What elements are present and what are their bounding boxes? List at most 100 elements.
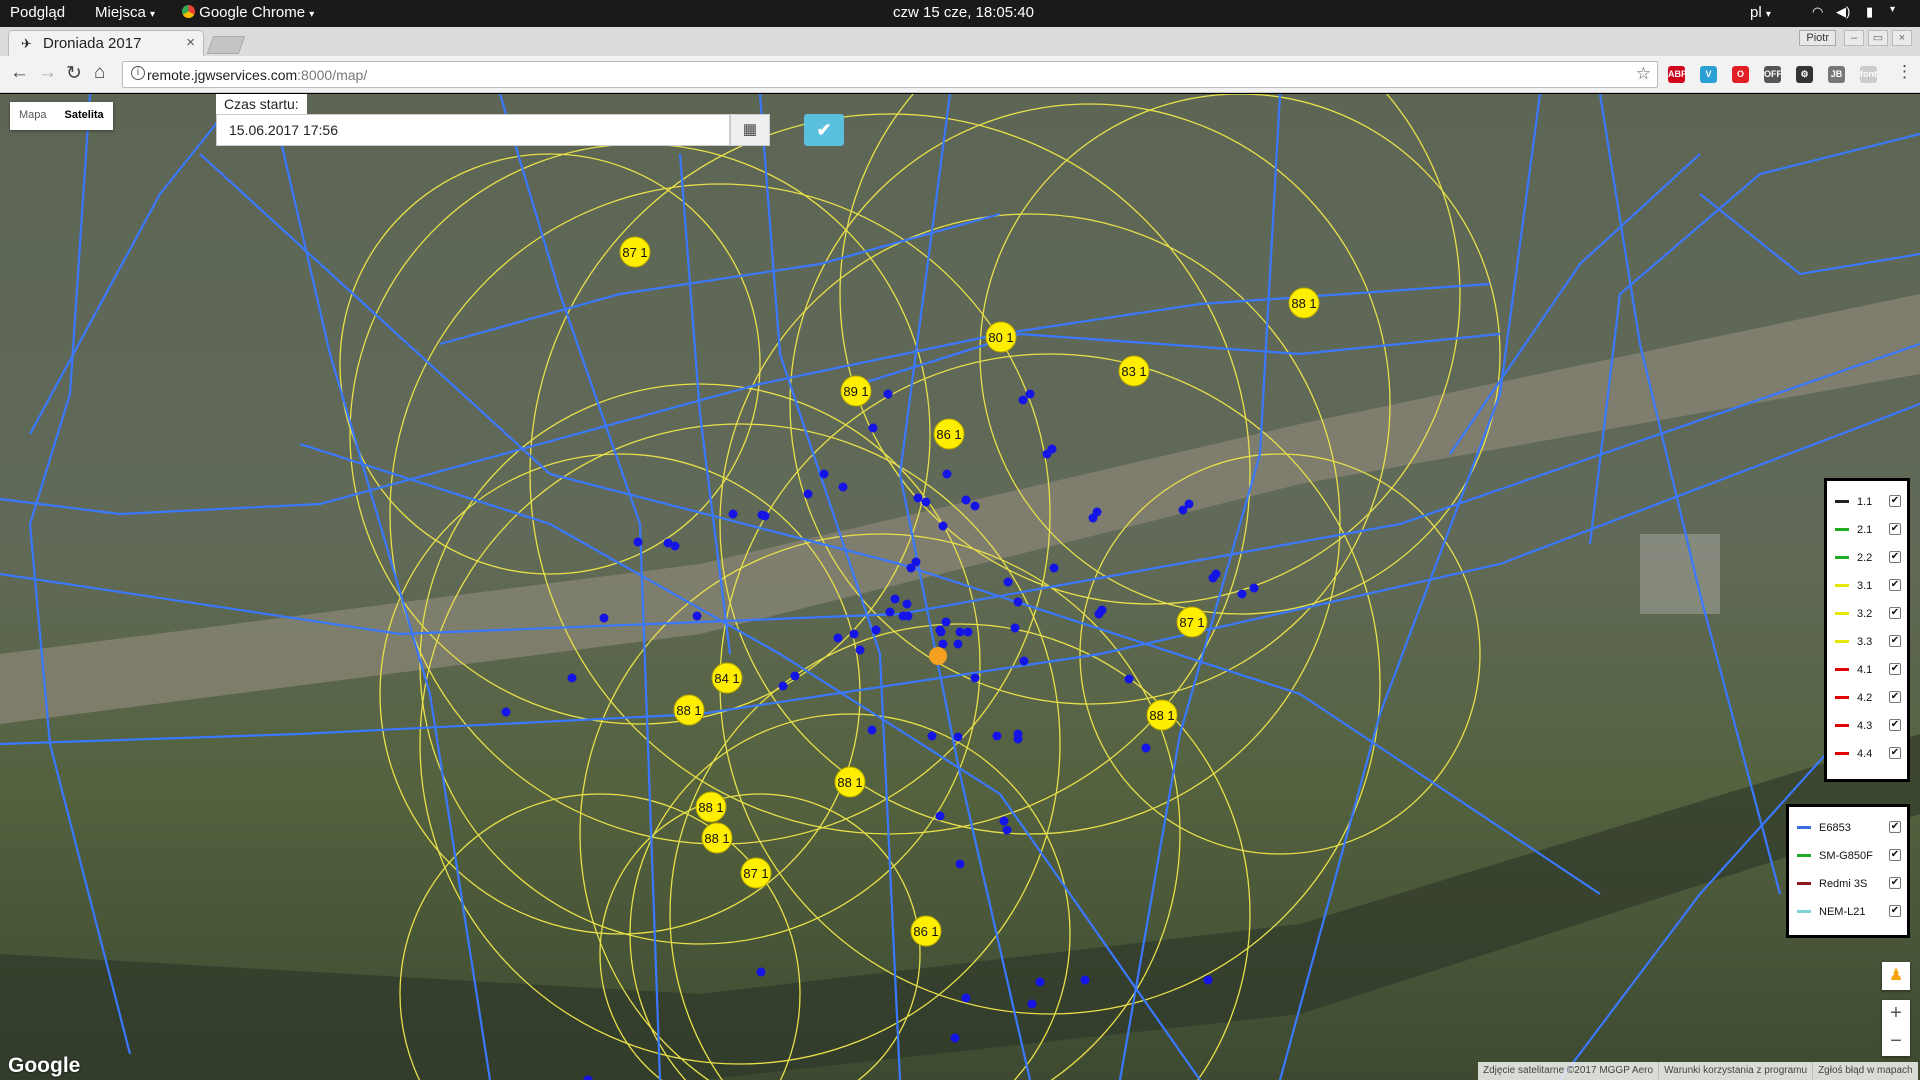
legend-checkbox[interactable]: ✔ bbox=[1889, 849, 1901, 861]
measurement-point bbox=[502, 708, 511, 717]
measurement-point bbox=[1142, 744, 1151, 753]
map-type-map[interactable]: Mapa bbox=[10, 102, 56, 130]
close-tab-icon[interactable]: × bbox=[186, 34, 195, 51]
wifi-icon[interactable]: ◠ bbox=[1812, 4, 1823, 20]
maximize-icon[interactable]: ▭ bbox=[1868, 30, 1888, 46]
legend-checkbox[interactable]: ✔ bbox=[1889, 663, 1901, 675]
activities-menu[interactable]: Podgląd bbox=[10, 4, 65, 21]
minimize-icon[interactable]: – bbox=[1844, 30, 1864, 46]
chevron-down-icon: ▾ bbox=[1766, 9, 1771, 20]
legend-label: Redmi 3S bbox=[1819, 878, 1867, 890]
map-type-satellite[interactable]: Satelita bbox=[56, 102, 113, 130]
google-logo: Google bbox=[8, 1054, 80, 1078]
legend-checkbox[interactable]: ✔ bbox=[1889, 905, 1901, 917]
language-indicator[interactable]: pl ▾ bbox=[1750, 4, 1771, 21]
start-time-label: Czas startu: bbox=[216, 94, 307, 114]
legend-checkbox[interactable]: ✔ bbox=[1889, 523, 1901, 535]
zoom-out-button[interactable]: − bbox=[1882, 1028, 1910, 1056]
signal-marker-label: 88 1 bbox=[676, 703, 701, 718]
map-canvas[interactable]: 87 1 88 1 80 1 83 1 89 1 86 1 87 1 88 1 84 1 88 1… bbox=[0, 94, 1920, 1080]
opera-icon[interactable]: O bbox=[1732, 66, 1749, 83]
legend-checkbox[interactable]: ✔ bbox=[1889, 691, 1901, 703]
battery-icon[interactable]: ▮ bbox=[1866, 4, 1873, 20]
measurement-point bbox=[1011, 624, 1020, 633]
legend-label: 4.3 bbox=[1857, 720, 1872, 732]
clock[interactable]: czw 15 cze, 18:05:40 bbox=[893, 4, 1034, 21]
back-icon[interactable]: ← bbox=[10, 62, 29, 84]
close-window-icon[interactable]: × bbox=[1892, 30, 1912, 46]
legend-checkbox[interactable]: ✔ bbox=[1889, 579, 1901, 591]
measurement-point bbox=[1050, 564, 1059, 573]
legend-swatch bbox=[1797, 910, 1811, 913]
legend-row: 4.2 ✔ bbox=[1827, 685, 1907, 713]
measurement-point bbox=[956, 860, 965, 869]
new-tab-button[interactable] bbox=[207, 36, 246, 54]
measurement-point bbox=[729, 510, 738, 519]
forward-icon[interactable]: → bbox=[38, 62, 57, 84]
signal-marker-label: 86 1 bbox=[913, 924, 938, 939]
home-icon[interactable]: ⌂ bbox=[94, 62, 105, 84]
legend-checkbox[interactable]: ✔ bbox=[1889, 877, 1901, 889]
calendar-button[interactable]: ▦ bbox=[730, 114, 770, 146]
legend-label: 3.3 bbox=[1857, 636, 1872, 648]
volume-icon[interactable]: ◀) bbox=[1836, 4, 1850, 20]
legend-checkbox[interactable]: ✔ bbox=[1889, 551, 1901, 563]
legend-checkbox[interactable]: ✔ bbox=[1889, 495, 1901, 507]
street-view-pegman-icon[interactable]: ♟ bbox=[1882, 962, 1910, 990]
info-icon[interactable]: i bbox=[131, 66, 145, 80]
tab-droniada[interactable]: ✈ Droniada 2017 × bbox=[8, 30, 204, 56]
measurement-point bbox=[939, 640, 948, 649]
legend-checkbox[interactable]: ✔ bbox=[1889, 747, 1901, 759]
signal-marker-label: 84 1 bbox=[714, 671, 739, 686]
measurement-point bbox=[779, 682, 788, 691]
measurement-point bbox=[1238, 590, 1247, 599]
signal-marker-label: 88 1 bbox=[837, 775, 862, 790]
measurement-point bbox=[891, 595, 900, 604]
chevron-down-icon[interactable]: ▾ bbox=[1890, 4, 1895, 15]
measurement-point bbox=[1014, 598, 1023, 607]
zoom-control: + − bbox=[1882, 1000, 1910, 1056]
confirm-button[interactable]: ✔ bbox=[804, 114, 844, 146]
measurement-point bbox=[914, 494, 923, 503]
menu-icon[interactable]: ⋮ bbox=[1896, 62, 1913, 82]
legend-swatch bbox=[1835, 640, 1849, 643]
legend-swatch bbox=[1835, 696, 1849, 699]
legend-checkbox[interactable]: ✔ bbox=[1889, 607, 1901, 619]
legend-swatch bbox=[1797, 826, 1811, 829]
legend-checkbox[interactable]: ✔ bbox=[1889, 635, 1901, 647]
measurement-point bbox=[804, 490, 813, 499]
attribution-terms[interactable]: Warunki korzystania z programu bbox=[1658, 1062, 1812, 1079]
zoom-in-button[interactable]: + bbox=[1882, 1000, 1910, 1028]
navigation-row: ← → ↻ ⌂ i remote.jgwservices.com:8000/ma… bbox=[0, 56, 1920, 93]
measurement-point bbox=[962, 496, 971, 505]
measurement-point bbox=[1043, 450, 1052, 459]
off-icon[interactable]: OFF bbox=[1764, 66, 1781, 83]
app-menu[interactable]: Google Chrome ▾ bbox=[182, 4, 314, 21]
legend-checkbox[interactable]: ✔ bbox=[1889, 821, 1901, 833]
calendar-icon: ▦ bbox=[743, 121, 757, 138]
legend-checkbox[interactable]: ✔ bbox=[1889, 719, 1901, 731]
measurement-point bbox=[634, 538, 643, 547]
profile-button[interactable]: Piotr bbox=[1799, 30, 1836, 46]
book-icon[interactable]: JB bbox=[1828, 66, 1845, 83]
measurement-point bbox=[971, 674, 980, 683]
font-icon[interactable]: font bbox=[1860, 66, 1877, 83]
measurement-point bbox=[922, 498, 931, 507]
legend-row: NEM-L21 ✔ bbox=[1789, 899, 1907, 927]
building-area bbox=[1640, 534, 1720, 614]
address-bar[interactable]: i remote.jgwservices.com:8000/map/ ☆ bbox=[122, 61, 1658, 88]
bookmark-star-icon[interactable]: ☆ bbox=[1636, 64, 1651, 84]
gear-icon[interactable]: ⚙ bbox=[1796, 66, 1813, 83]
measurement-point bbox=[869, 424, 878, 433]
measurement-point bbox=[820, 470, 829, 479]
legend-row: E6853 ✔ bbox=[1789, 815, 1907, 843]
start-time-input[interactable] bbox=[216, 114, 730, 146]
measurement-point bbox=[1098, 606, 1107, 615]
abp-icon[interactable]: ABP bbox=[1668, 66, 1685, 83]
reload-icon[interactable]: ↻ bbox=[66, 62, 82, 85]
map-view[interactable]: 87 1 88 1 80 1 83 1 89 1 86 1 87 1 88 1 84 1 88 1… bbox=[0, 94, 1920, 1080]
attribution-report[interactable]: Zgłoś błąd w mapach bbox=[1812, 1062, 1918, 1079]
places-menu[interactable]: Miejsca ▾ bbox=[95, 4, 155, 21]
measurement-point bbox=[1081, 976, 1090, 985]
vimium-icon[interactable]: V bbox=[1700, 66, 1717, 83]
